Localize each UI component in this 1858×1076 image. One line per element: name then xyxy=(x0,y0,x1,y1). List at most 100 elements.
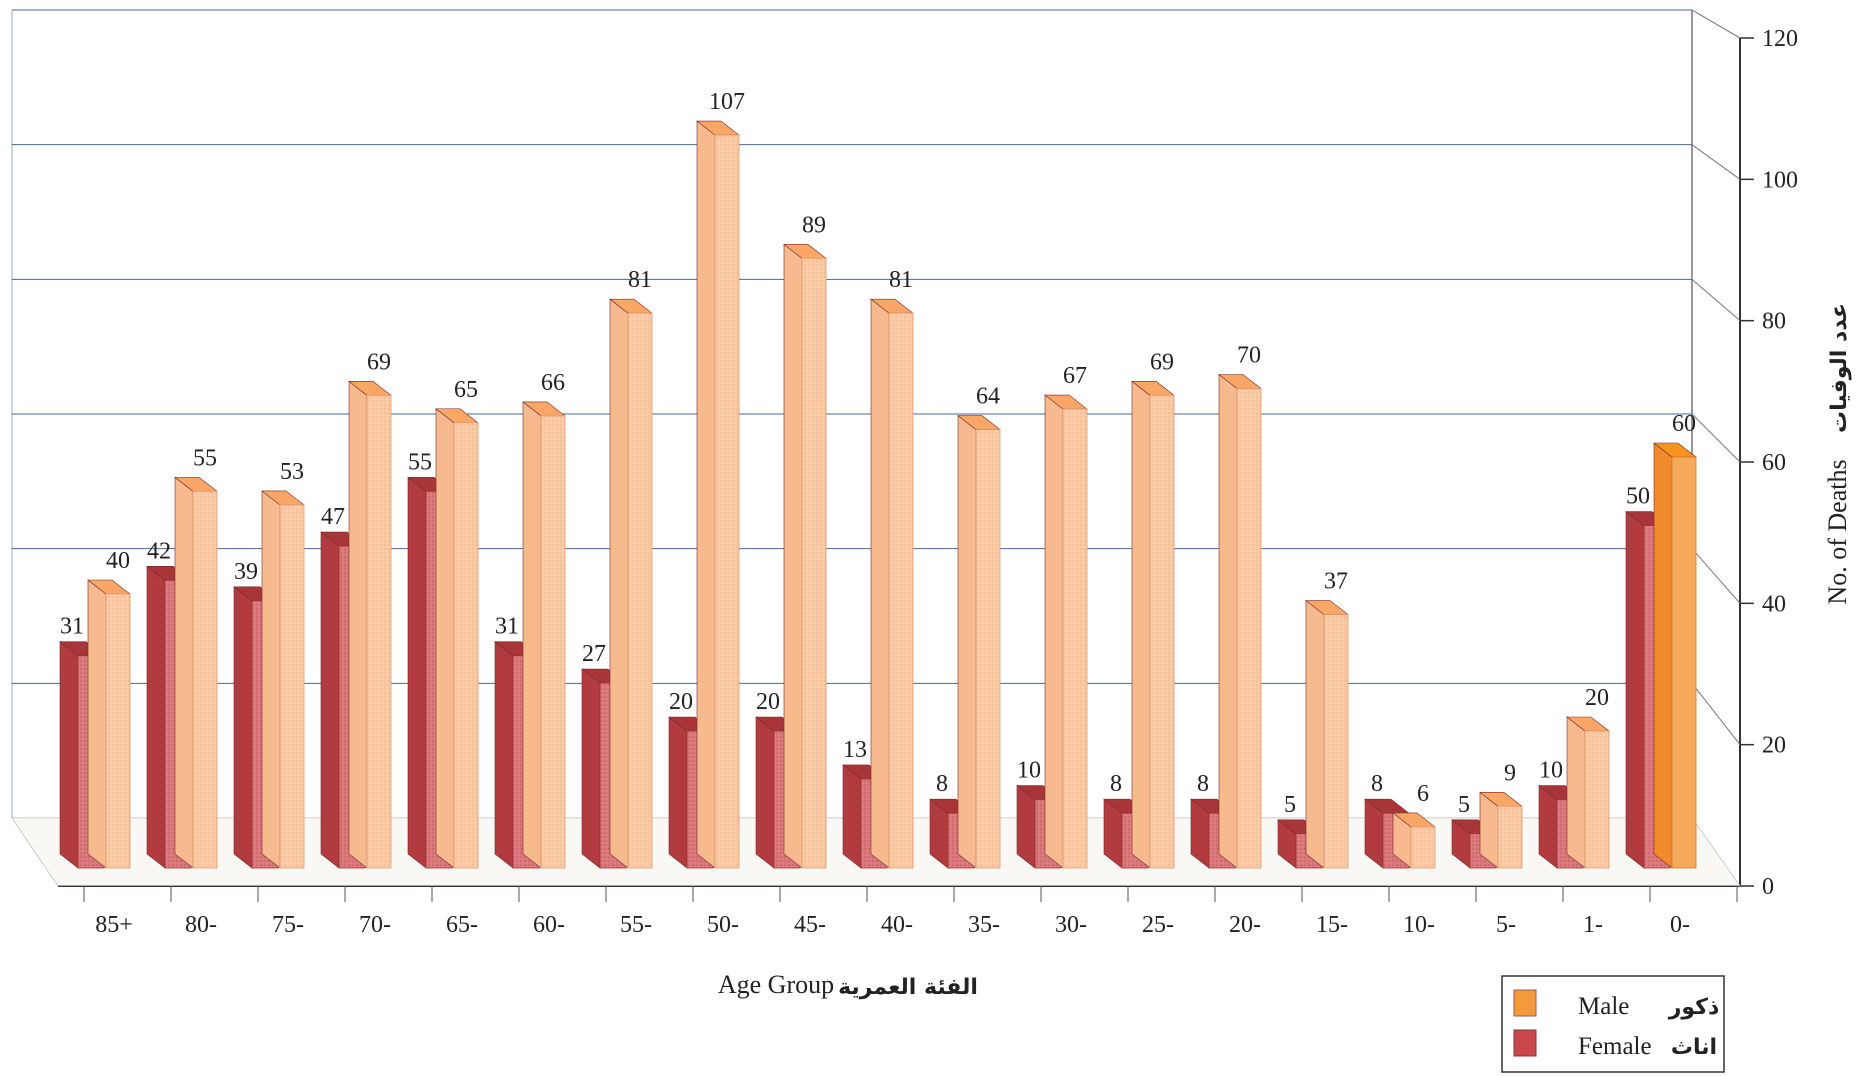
y-axis-title-en: No. of Deaths xyxy=(1823,459,1852,604)
value-label-female: 27 xyxy=(582,641,606,667)
value-label-male: 81 xyxy=(889,267,913,293)
legend-label-male-ar: ذكور xyxy=(1668,995,1720,1020)
y-axis-title-ar: عدد الوفيات xyxy=(1827,303,1852,433)
x-axis-title: Age Group الفئة العمرية xyxy=(718,970,978,1000)
bar-male xyxy=(523,402,565,868)
bar-male xyxy=(871,299,913,868)
value-label-male: 66 xyxy=(541,370,565,396)
y-axis: 0 20 40 60 80 100 120 xyxy=(1740,26,1798,900)
value-label-female: 8 xyxy=(1371,771,1383,797)
category-label: 15- xyxy=(1316,912,1348,938)
bar-male xyxy=(1132,381,1174,868)
legend: Male ذكور Female اناث xyxy=(1502,976,1724,1072)
category-label: 75- xyxy=(272,912,304,938)
category-label: 1- xyxy=(1583,912,1603,938)
y-tick-label: 120 xyxy=(1762,26,1798,52)
y-tick-label: 20 xyxy=(1762,733,1786,759)
category-label: 65- xyxy=(446,912,478,938)
category-label: 30- xyxy=(1055,912,1087,938)
category-label: 80- xyxy=(185,912,217,938)
value-label-male: 53 xyxy=(280,459,304,485)
legend-label-male: Male xyxy=(1578,993,1629,1020)
value-label-male: 69 xyxy=(1150,349,1174,375)
value-label-female: 8 xyxy=(1197,771,1209,797)
category-labels: 85+ 80- 75- 70- 65- 60- 55- 50- 45- 40- 35- 30- 25- 2… xyxy=(95,912,1690,938)
legend-swatch-male xyxy=(1514,990,1536,1016)
value-label-male: 55 xyxy=(193,445,217,471)
category-label: 20- xyxy=(1229,912,1261,938)
value-label-female: 8 xyxy=(1110,771,1122,797)
bar-male xyxy=(436,409,478,868)
value-label-male: 20 xyxy=(1585,685,1609,711)
value-label-male: 81 xyxy=(628,267,652,293)
value-label-male: 89 xyxy=(802,212,826,238)
value-label-male: 37 xyxy=(1324,569,1348,595)
value-label-male: 60 xyxy=(1672,411,1696,437)
value-label-female: 55 xyxy=(408,449,432,475)
x-axis-title-en: Age Group xyxy=(718,970,834,999)
value-label-male: 107 xyxy=(709,89,745,115)
x-axis xyxy=(84,886,1737,902)
value-label-male: 65 xyxy=(454,377,478,403)
value-label-female: 5 xyxy=(1458,792,1470,818)
value-label-female: 20 xyxy=(669,689,693,715)
bar-male xyxy=(1480,792,1522,868)
bar-male xyxy=(697,121,739,868)
bar-male xyxy=(349,381,391,868)
bar-male xyxy=(88,580,130,868)
value-label-female: 31 xyxy=(60,614,84,640)
value-label-female: 5 xyxy=(1284,792,1296,818)
gridline-depth xyxy=(1692,145,1740,180)
category-label: 40- xyxy=(881,912,913,938)
legend-label-female-ar: اناث xyxy=(1671,1035,1717,1060)
y-tick-label: 100 xyxy=(1762,167,1798,193)
category-label: 85+ xyxy=(95,912,133,938)
y-tick-label: 80 xyxy=(1762,309,1786,335)
category-label: 70- xyxy=(359,912,391,938)
bar-male xyxy=(1219,375,1261,869)
bar-male xyxy=(610,299,652,868)
value-label-male: 6 xyxy=(1417,781,1429,807)
gridline-depth xyxy=(1692,414,1740,462)
gridline-depth xyxy=(1692,10,1740,38)
bars xyxy=(60,121,1696,868)
legend-swatch-female xyxy=(1514,1030,1536,1056)
value-label-female: 50 xyxy=(1626,484,1650,510)
value-label-male: 69 xyxy=(367,349,391,375)
bar-male xyxy=(784,244,826,868)
y-tick-label: 40 xyxy=(1762,591,1786,617)
bar-male xyxy=(262,491,304,868)
y-tick-label: 60 xyxy=(1762,450,1786,476)
gridline-depth xyxy=(1692,279,1740,320)
y-axis-title: No. of Deaths عدد الوفيات xyxy=(1823,303,1852,605)
category-label: 45- xyxy=(794,912,826,938)
bar-male xyxy=(958,416,1000,868)
value-label-female: 13 xyxy=(843,737,867,763)
bar-male xyxy=(175,477,217,868)
gridline-depth xyxy=(1692,549,1740,604)
legend-label-female: Female xyxy=(1578,1033,1652,1060)
category-label: 25- xyxy=(1142,912,1174,938)
category-label: 5- xyxy=(1496,912,1516,938)
value-label-female: 42 xyxy=(147,538,171,564)
value-label-male: 67 xyxy=(1063,363,1087,389)
value-label-female: 47 xyxy=(321,504,345,530)
value-label-male: 70 xyxy=(1237,343,1261,369)
value-label-female: 39 xyxy=(234,559,258,585)
value-label-female: 8 xyxy=(936,771,948,797)
bar-male xyxy=(1045,395,1087,868)
value-label-male: 64 xyxy=(976,384,1000,410)
category-label: 0- xyxy=(1670,912,1690,938)
category-label: 50- xyxy=(707,912,739,938)
category-label: 60- xyxy=(533,912,565,938)
category-label: 55- xyxy=(620,912,652,938)
bar-male xyxy=(1306,601,1348,868)
value-label-female: 31 xyxy=(495,614,519,640)
bar-male xyxy=(1567,717,1609,868)
category-label: 10- xyxy=(1403,912,1435,938)
value-label-male: 9 xyxy=(1504,760,1516,786)
x-axis-title-ar: الفئة العمرية xyxy=(838,975,978,1000)
value-label-male: 40 xyxy=(106,548,130,574)
gridline-depth xyxy=(1692,683,1740,744)
